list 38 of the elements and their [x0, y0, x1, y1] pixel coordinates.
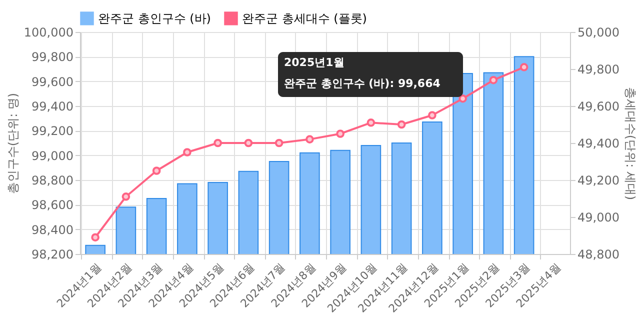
y-tick-label: 99,200 [32, 124, 74, 138]
y2-tick-label: 49,600 [578, 100, 620, 114]
y-tick-label: 100,000 [24, 26, 74, 40]
y2-tick-label: 49,000 [578, 210, 620, 224]
y2-tick-label: 49,400 [578, 136, 620, 150]
y2-tick-label: 49,200 [578, 174, 620, 188]
y-tick-label: 98,800 [32, 174, 74, 188]
y2-axis-title: 총세대수(단위: 세대) [623, 86, 638, 200]
legend-label: 완주군 총세대수 (플롯) [242, 11, 367, 26]
point [366, 118, 376, 127]
y-tick-label: 98,200 [32, 248, 74, 262]
point [397, 120, 406, 129]
point [152, 166, 161, 175]
y2-tick-label: 48,800 [578, 248, 620, 262]
y-axis-title: 총인구수(단위: 명) [6, 92, 20, 194]
point [306, 135, 314, 144]
y2-tick-label: 50,000 [578, 26, 620, 40]
y-tick-label: 99,800 [32, 50, 74, 64]
point [183, 148, 192, 156]
y-tick-label: 99,600 [32, 74, 74, 89]
legend-label: 완주군 총인구수 (바) [98, 11, 211, 26]
y-tick-label: 99,000 [32, 148, 74, 163]
point [520, 62, 528, 72]
point [336, 130, 344, 138]
annotation: 완주군 총인구수 (바): 99,664 [284, 77, 441, 90]
y2-tick-label: 49,800 [578, 62, 620, 76]
point [428, 111, 436, 120]
annotation: 2025년1월 [284, 56, 344, 69]
point [244, 138, 253, 148]
point [274, 138, 284, 148]
point [489, 76, 498, 84]
y-tick-label: 99,400 [32, 100, 74, 114]
point [458, 94, 467, 103]
point [122, 192, 130, 201]
y-tick-label: 98,400 [32, 222, 74, 237]
point [214, 138, 222, 148]
y-tick-label: 98,600 [32, 198, 74, 212]
point [91, 233, 100, 242]
